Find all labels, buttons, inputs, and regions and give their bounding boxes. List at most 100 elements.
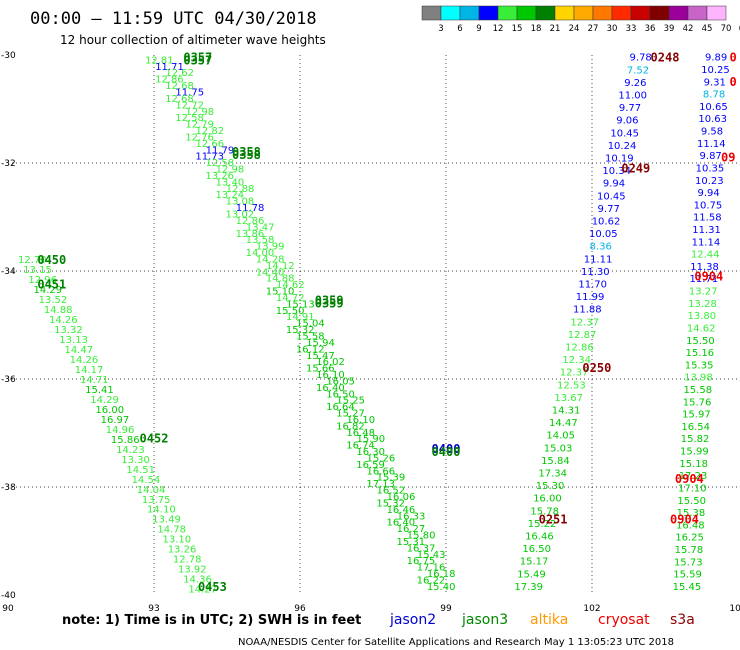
wave-height-label: 16.27	[397, 524, 426, 535]
wave-height-label: 15.39	[377, 473, 406, 484]
wave-height-label: 15.18	[679, 459, 708, 470]
pass-time-label: 0251	[539, 512, 568, 526]
pass-time-label: 0358	[232, 145, 261, 159]
wave-height-label: 11.71	[155, 62, 184, 73]
wave-height-label: 11.78	[236, 203, 265, 214]
wave-height-label: 13.52	[39, 295, 68, 306]
wave-height-label: 15.25	[336, 396, 365, 407]
wave-height-label: 15.32	[376, 498, 405, 509]
wave-height-label: 16.54	[681, 422, 710, 433]
wave-height-label: 10.24	[608, 141, 637, 152]
wave-height-label: 15.17	[520, 557, 549, 568]
wave-height-label: 13.58	[246, 235, 275, 246]
wave-height-label: 13.10	[163, 535, 192, 546]
wave-height-label: 10.45	[610, 128, 639, 139]
colorbar-label: 45	[702, 24, 713, 34]
wave-height-label: 10.23	[695, 176, 724, 187]
wave-height-label: 14.78	[157, 525, 186, 536]
wave-height-label: 7.52	[627, 65, 649, 76]
wave-height-label: 10.75	[694, 200, 723, 211]
wave-height-label: 13.99	[256, 242, 285, 253]
colorbar-swatch	[630, 5, 651, 21]
wave-height-label: 13.47	[246, 222, 275, 233]
wave-height-label: 13.32	[54, 325, 83, 336]
wave-height-label: 15.26	[367, 453, 396, 464]
wave-height-label: 13.13	[59, 335, 88, 346]
wave-height-label: 14.54	[132, 475, 161, 486]
colorbar-label: 21	[550, 24, 561, 34]
wave-height-label: 16.50	[522, 544, 551, 555]
wave-height-label: 16.18	[427, 569, 456, 580]
pass-time-label: 0904	[670, 512, 699, 526]
wave-height-label: 13.08	[226, 197, 255, 208]
wave-height-label: 13.98	[684, 373, 713, 384]
wave-height-label: 15.16	[685, 348, 714, 359]
wave-height-label: 12.98	[216, 165, 245, 176]
pass-time-label: 0248	[651, 51, 680, 65]
wave-height-label: 12.37	[560, 368, 589, 379]
wave-height-label: 16.02	[316, 357, 345, 368]
wave-height-label: 15.76	[683, 397, 712, 408]
wave-height-label: 11.99	[576, 292, 605, 303]
wave-height-label: 15.97	[682, 410, 711, 421]
colorbar-label: 3	[438, 24, 443, 34]
wave-height-label: 16.10	[316, 370, 345, 381]
wave-height-label: 14.62	[687, 323, 716, 334]
wave-height-label: 11.00	[618, 91, 647, 102]
wave-height-label: 14.17	[75, 365, 104, 376]
wave-height-label: 9.77	[619, 103, 641, 114]
wave-height-label: 12.34	[562, 355, 591, 366]
colorbar-swatch	[554, 5, 575, 21]
y-tick-label: -34	[1, 267, 16, 277]
wave-height-label: 12.88	[226, 184, 255, 195]
wave-height-label: 14.47	[64, 345, 93, 356]
y-tick-label: -40	[1, 591, 16, 601]
pass-time-label: 0450	[37, 253, 66, 267]
satellite-legend: jason2 jason3 altika cryosat s3a	[389, 612, 695, 628]
colorbar-swatch	[592, 5, 613, 21]
x-tick-label: 93	[148, 604, 159, 614]
wave-height-label: 14.36	[183, 575, 212, 586]
colorbar-swatch	[535, 5, 556, 21]
legend-entry: jason2	[389, 612, 436, 628]
wave-height-label: 13.86	[236, 229, 265, 240]
wave-height-label: 11.14	[697, 139, 726, 150]
pass-time-label: 0357	[183, 51, 212, 65]
colorbar-swatch	[421, 5, 442, 21]
wave-height-label: 16.75	[407, 556, 436, 567]
wave-height-label: 16.48	[346, 428, 375, 439]
wave-height-label: 15.82	[681, 434, 710, 445]
wave-height-label: 12.62	[165, 68, 194, 79]
wave-height-label: 12.82	[196, 126, 225, 137]
axis-ticks: 90 93 96 99 102 105 -30 -32 -34 -36 -38 -40	[1, 51, 740, 614]
wave-height-label: 13.75	[142, 495, 171, 506]
colorbar-swatch	[459, 5, 480, 21]
wave-height-label: 14.51	[126, 465, 155, 476]
wave-height-label: 15.35	[685, 360, 714, 371]
wave-height-label: 12.86	[155, 75, 184, 86]
wave-height-label: 15.47	[306, 351, 335, 362]
wave-height-label: 16.22	[417, 575, 446, 586]
wave-height-label: 13.67	[554, 393, 583, 404]
wave-height-label: 15.50	[686, 336, 715, 347]
wave-height-label: 12.96	[28, 275, 57, 286]
wave-height-label: 14.47	[549, 418, 578, 429]
footer-credit: NOAA/NESDIS Center for Satellite Applica…	[238, 637, 674, 648]
wave-height-label: 15.10	[266, 287, 295, 298]
wave-height-label: 16.82	[336, 421, 365, 432]
pass-time-label: 0904	[694, 269, 723, 283]
wave-height-label: 14.88	[266, 274, 295, 285]
pass-time-label: 0452	[140, 431, 169, 445]
note-text: note: 1) Time is in UTC; 2) SWH is in fe…	[62, 613, 361, 628]
pass-time-label: 0250	[582, 361, 611, 375]
x-tick-label: 99	[440, 604, 452, 614]
wave-height-label: 16.50	[326, 389, 355, 400]
wave-height-label: 10.05	[589, 229, 618, 240]
wave-height-label: 16.64	[326, 402, 355, 413]
wave-height-label: 15.94	[306, 338, 335, 349]
wave-height-label: 9.77	[598, 204, 620, 215]
wave-height-label: 17.13	[366, 479, 395, 490]
wave-height-label: 13.26	[205, 171, 234, 182]
wave-height-label: 10.62	[592, 217, 621, 228]
